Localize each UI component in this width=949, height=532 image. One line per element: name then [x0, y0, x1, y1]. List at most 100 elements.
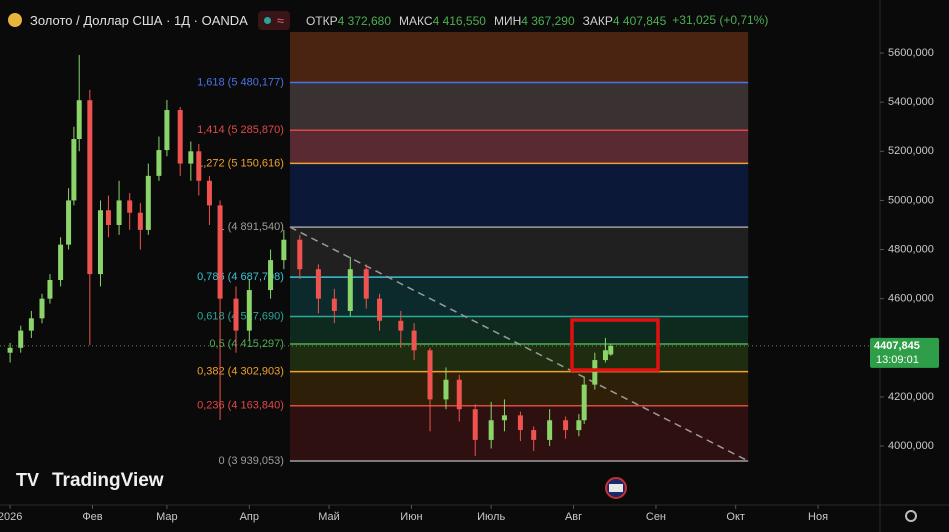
time-axis-bg: [0, 505, 949, 532]
x-tick-label: 2026: [0, 511, 22, 523]
fib-label: 0,5 (4 415,297): [209, 338, 284, 350]
candle-body: [517, 415, 523, 431]
candle-body: [39, 298, 45, 319]
y-tick-label: 4200,000: [888, 391, 934, 403]
candle-body: [268, 260, 274, 291]
fib-band: [289, 405, 749, 462]
candle-body: [331, 298, 337, 311]
candle-body: [315, 269, 321, 299]
fib-label: 0,618 (4 527,690): [197, 310, 284, 322]
candle-body: [105, 210, 111, 225]
x-tick-label: Мар: [156, 511, 178, 523]
axes: 4000,0004200,0004400,0004600,0004800,000…: [0, 47, 939, 523]
candle-body: [377, 298, 383, 321]
candle-body: [76, 100, 82, 140]
candle-body: [398, 320, 404, 331]
fib-band: [289, 344, 749, 372]
ohlc-value: 4 372,680: [337, 13, 392, 28]
highlight-box: [570, 318, 660, 372]
candle-body: [411, 330, 417, 351]
ohlc-label: МАКС: [399, 13, 433, 28]
change: +31,025 (+0,71%): [672, 13, 769, 27]
price-axis-bg: [880, 0, 949, 532]
status-pill[interactable]: ≈: [257, 10, 290, 30]
candle-body: [196, 151, 202, 181]
candle-body: [472, 409, 478, 440]
x-tick-label: Фев: [82, 511, 102, 523]
y-tick-label: 4800,000: [888, 243, 934, 255]
candle-body: [18, 330, 24, 348]
x-tick-label: Июн: [400, 511, 422, 523]
fib-band: [289, 82, 749, 131]
ohlc: ОТКР4 372,680 МАКС4 416,550 МИН4 367,290 ЗА…: [298, 13, 666, 28]
candle-body: [563, 420, 569, 431]
candle-body: [206, 180, 212, 206]
candle-body: [456, 379, 462, 410]
price-tag-time: 13:09:01: [876, 354, 919, 366]
candle-body: [246, 290, 252, 331]
candle-body: [576, 420, 582, 431]
candle-body: [347, 269, 353, 311]
fib-band: [289, 371, 749, 406]
candle-body: [7, 347, 13, 353]
y-tick-label: 5400,000: [888, 96, 934, 108]
ohlc-label: ОТКР: [305, 13, 338, 28]
candle-body: [297, 239, 303, 270]
symbol[interactable]: Золото / Доллар США · 1Д · OANDA: [26, 10, 252, 30]
candle-body: [217, 205, 223, 299]
fib-label: 0,382 (4 302,903): [197, 366, 284, 378]
candle-body: [177, 110, 183, 164]
plot-area: 1,618 (5 480,177) 1,414 (5 285,870) 1,272 …: [0, 32, 880, 467]
candle-body: [488, 420, 494, 440]
settings-icon[interactable]: [905, 510, 917, 522]
candle-body: [137, 212, 143, 230]
candle-body: [71, 139, 77, 201]
header: Золото / Доллар США · 1Д · OANDA ≈ ОТКР4…: [0, 8, 768, 32]
candle-body: [47, 280, 53, 299]
ohlc-label: ЗАКР: [582, 13, 613, 28]
candle-body: [443, 379, 449, 400]
fib-band: [289, 277, 749, 317]
y-tick-label: 5000,000: [888, 194, 934, 206]
candle-body: [87, 100, 93, 275]
x-tick-label: Сен: [646, 511, 666, 523]
symbol-icon: [8, 13, 22, 27]
y-tick-label: 5200,000: [888, 145, 934, 157]
fib-label: 1,618 (5 480,177): [197, 76, 284, 88]
y-tick-label: 4600,000: [888, 293, 934, 305]
candle-body: [233, 298, 239, 331]
x-tick-label: Июль: [477, 511, 505, 523]
fib-band: [289, 32, 749, 83]
x-tick-label: Апр: [240, 511, 259, 523]
candle-body: [592, 360, 598, 385]
event-flag-stripes: [609, 484, 623, 492]
price-tag: [870, 337, 939, 368]
candle-body: [427, 350, 433, 400]
ohlc-value: 4 416,550: [432, 13, 486, 28]
candle-body: [602, 350, 608, 361]
fib-band: [289, 316, 749, 345]
ohlc-label: МИН: [493, 13, 522, 28]
candle-body: [188, 151, 194, 164]
x-tick-label: Окт: [726, 511, 745, 523]
candle-body: [581, 384, 587, 421]
candle-body: [28, 318, 34, 331]
candle-body: [531, 430, 537, 440]
candle-body: [501, 415, 507, 421]
candle-body: [145, 175, 151, 230]
fib-band: [289, 130, 749, 164]
fib-band: [289, 163, 749, 228]
x-tick-label: Май: [318, 511, 340, 523]
candle-body: [363, 269, 369, 299]
candle-body: [156, 150, 162, 176]
fib-label: 1,414 (5 285,870): [197, 124, 284, 136]
candle-body: [164, 110, 170, 151]
candle-body: [116, 200, 122, 225]
candle-body: [608, 345, 614, 355]
fib-band: [289, 227, 749, 278]
logo-text: TradingView: [52, 470, 164, 491]
ohlc-value: 4 367,290: [521, 13, 575, 28]
y-tick-label: 5600,000: [888, 47, 934, 59]
